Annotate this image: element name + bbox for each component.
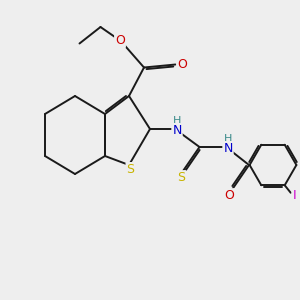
Text: O: O <box>115 34 125 47</box>
Text: N: N <box>223 142 233 155</box>
Text: S: S <box>178 171 185 184</box>
Text: I: I <box>292 189 296 202</box>
Text: H: H <box>224 134 232 144</box>
Text: S: S <box>127 163 134 176</box>
Text: O: O <box>177 58 187 71</box>
Text: N: N <box>172 124 182 137</box>
Text: O: O <box>225 189 234 202</box>
Text: H: H <box>173 116 181 126</box>
